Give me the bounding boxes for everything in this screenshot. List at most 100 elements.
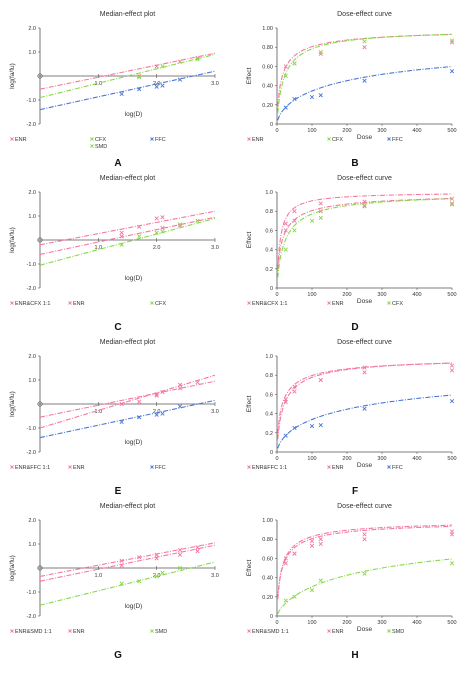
data-point [449, 368, 455, 373]
x-tick-label: 100 [307, 456, 316, 462]
x-axis-label: Dose [357, 462, 373, 469]
data-point [160, 215, 165, 220]
legend-label: ENR [252, 137, 264, 143]
legend-swatch [90, 144, 94, 148]
x-tick-label: 200 [342, 128, 351, 134]
data-point [283, 228, 288, 233]
legend-label: ENR [332, 301, 344, 307]
data-point [292, 594, 297, 599]
origin-marker [37, 237, 43, 243]
panel-b: Dose-effect curve 0 0.20 0.40 0.60 0.80 1.00 0 1… [246, 11, 457, 169]
data-point [177, 223, 183, 228]
legend-item: CFX [387, 301, 403, 307]
y-axis-label: Effect [246, 232, 253, 249]
data-point [160, 389, 165, 395]
data-point [292, 218, 297, 223]
data-point [283, 64, 288, 69]
data-point [309, 539, 315, 544]
series-smd [277, 558, 455, 615]
data-point [177, 547, 183, 553]
legend-item: CFX [327, 137, 343, 143]
data-point [449, 38, 455, 43]
series-cfx [39, 217, 216, 266]
data-point [309, 423, 315, 429]
data-point [362, 571, 367, 576]
data-point [119, 242, 124, 247]
panel-letter: C [114, 322, 121, 333]
data-point [177, 386, 183, 391]
x-axis-label: log(D) [125, 439, 143, 446]
data-point [195, 549, 200, 554]
data-point [119, 581, 124, 586]
data-point [292, 96, 297, 102]
y-tick-label: 0.6 [265, 392, 273, 398]
x-tick-label: 500 [447, 456, 456, 462]
series-enr [39, 380, 216, 418]
legend-item: ENR [247, 137, 264, 143]
y-axis-label: Effect [246, 560, 253, 577]
series-cfx [277, 33, 455, 113]
legend-item: FFC [387, 465, 403, 471]
y-axis-label: log(fa/fu) [9, 391, 16, 417]
panel-letter: D [351, 322, 358, 333]
y-tick-label: 0.2 [265, 267, 273, 273]
panel-d: Dose-effect curve 0 0.2 0.4 0.6 0.8 1.0 0 100 200… [246, 175, 457, 333]
x-axis-label: Dose [357, 298, 373, 305]
data-point [292, 384, 297, 389]
y-tick-label: -1.0 [27, 262, 36, 268]
data-point [195, 55, 200, 61]
panel-g: Median-effect plot2.01.0-1.0-2.01.02.03.… [9, 503, 219, 661]
series-enr-ffc-1-1 [39, 374, 216, 429]
data-point [160, 64, 165, 69]
data-point [154, 412, 159, 417]
series-enr [39, 216, 216, 255]
x-tick-label: 300 [377, 456, 386, 462]
y-tick-label: 0.40 [262, 84, 273, 90]
y-tick-label: -1.0 [27, 426, 36, 432]
fit-line [39, 216, 216, 255]
legend-item: ENR [68, 301, 85, 307]
legend-swatch [327, 137, 331, 141]
legend-item: ENR&SMD 1:1 [10, 629, 52, 635]
data-point [318, 201, 323, 206]
series-cfx [39, 53, 216, 99]
legend-swatch [247, 629, 251, 633]
legend-item: CFX [90, 137, 106, 143]
legend-item: ENR&SMD 1:1 [247, 629, 289, 635]
chart-title: Median-effect plot [100, 503, 156, 510]
legend-label: SMD [155, 629, 167, 635]
fit-curve [277, 525, 452, 599]
series-ffc [277, 65, 455, 121]
y-tick-label: 0.6 [265, 228, 273, 234]
series-enr-smd-1-1 [277, 524, 455, 600]
legend-label: ENR [73, 465, 85, 471]
legend-swatch [150, 465, 154, 469]
fit-line [39, 544, 216, 582]
x-tick-label: 1.0 [95, 573, 103, 579]
legend-item: ENR&CFX 1:1 [247, 301, 287, 307]
y-tick-label: 0.40 [262, 576, 273, 582]
data-point [362, 370, 367, 375]
chart-title: Median-effect plot [100, 175, 156, 182]
y-tick-label: -1.0 [27, 590, 36, 596]
y-tick-label: 1.0 [265, 354, 273, 360]
data-point [160, 83, 165, 88]
fit-line [39, 374, 216, 429]
fit-curve [277, 33, 452, 107]
series-ffc [39, 399, 216, 439]
x-tick-label: 200 [342, 620, 351, 626]
series-ffc [277, 394, 455, 449]
series-ffc [39, 70, 216, 111]
data-point [137, 224, 142, 229]
x-tick-label: 3.0 [211, 81, 219, 87]
y-axis-label: Effect [246, 396, 253, 413]
series-enr-cfx-1-1 [277, 193, 455, 270]
legend-label: ENR&FFC 1:1 [252, 465, 287, 471]
panel-e: Median-effect plot 2.0 1.0 -1.0 -2.0 1.0 2.0 3.… [9, 339, 219, 497]
data-point [283, 73, 288, 79]
y-tick-label: -2.0 [27, 122, 36, 128]
x-tick-label: 3.0 [211, 573, 219, 579]
data-point [318, 537, 323, 542]
data-point [137, 399, 142, 404]
